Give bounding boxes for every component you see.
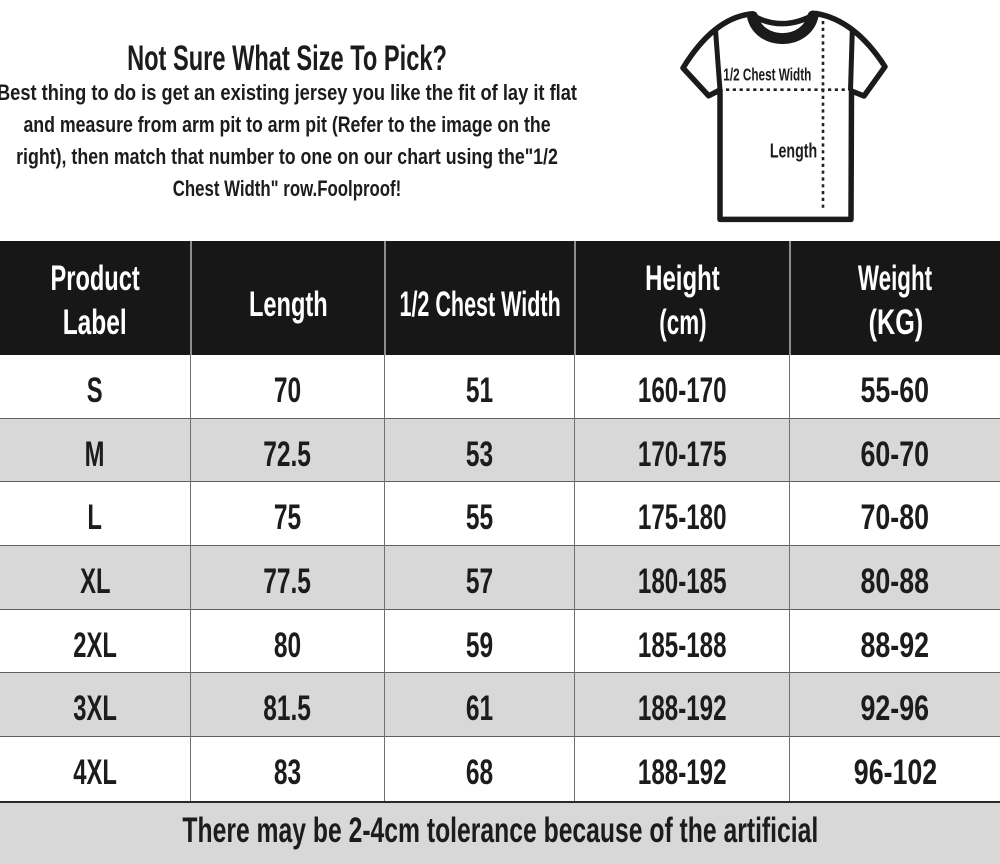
svg-text:Length: Length <box>770 141 817 163</box>
svg-text:1/2 Chest Width: 1/2 Chest Width <box>723 65 811 85</box>
